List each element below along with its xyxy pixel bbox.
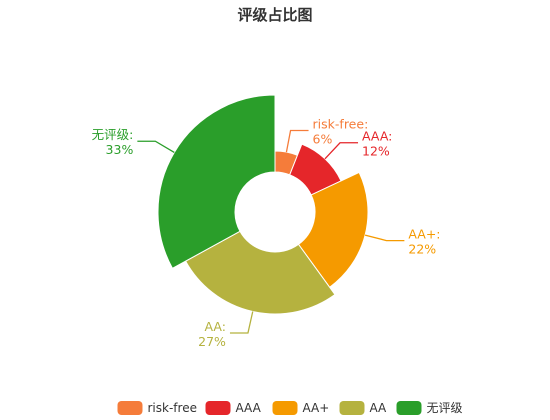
- label-lines: [137, 129, 405, 334]
- label-line-AAA: [324, 142, 359, 160]
- legend-item-无评级[interactable]: 无评级: [396, 401, 463, 415]
- pie-slices: [157, 94, 369, 315]
- legend-item-AAA[interactable]: AAA: [205, 401, 262, 415]
- legend[interactable]: risk-free AAA AA+ AA 无评级: [117, 401, 463, 415]
- legend-item-AA[interactable]: AA: [339, 401, 388, 415]
- chart-title: 评级占比图: [237, 6, 312, 24]
- legend-item-risk-free[interactable]: risk-free: [117, 401, 197, 415]
- slice-label-AA: AA: 27%: [198, 319, 226, 349]
- slice-label-无评级: 无评级: 33%: [92, 127, 134, 157]
- legend-swatch: [272, 401, 298, 415]
- slice-AA+[interactable]: [297, 171, 369, 288]
- slice-labels: risk-free: 6% AAA: 12% AA+: 22% AA: 27% 无评级: 33%: [92, 116, 441, 349]
- legend-swatch: [117, 401, 143, 415]
- label-line-AA: [229, 311, 254, 334]
- legend-item-AA+[interactable]: AA+: [272, 401, 330, 415]
- legend-label: risk-free: [148, 401, 197, 415]
- legend-swatch: [396, 401, 422, 415]
- legend-label: AA+: [303, 401, 330, 415]
- label-line-AA+: [364, 234, 405, 242]
- label-line-无评级: [137, 140, 175, 154]
- legend-swatch: [339, 401, 365, 415]
- slice-label-risk-free: risk-free: 6%: [313, 116, 369, 146]
- legend-label: AAA: [236, 401, 262, 415]
- legend-swatch: [205, 401, 231, 415]
- slice-label-AAA: AAA: 12%: [362, 129, 392, 159]
- label-line-risk-free: [285, 129, 309, 153]
- slice-label-AA+: AA+: 22%: [408, 227, 440, 257]
- legend-label: AA: [370, 401, 388, 415]
- slice-AA[interactable]: [184, 230, 336, 315]
- slice-无评级[interactable]: [157, 94, 276, 270]
- legend-label: 无评级: [427, 401, 463, 415]
